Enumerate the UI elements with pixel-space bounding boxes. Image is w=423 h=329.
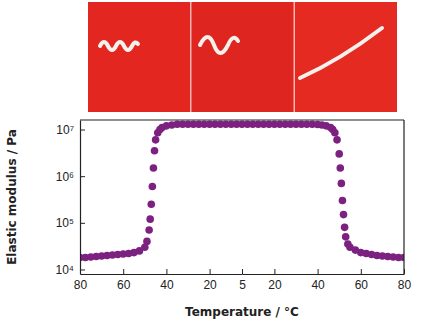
strand	[100, 42, 138, 50]
marker	[335, 150, 343, 158]
tick-label: 40	[160, 278, 174, 292]
markers	[80, 120, 242, 261]
tick: 60	[117, 269, 131, 292]
tick-mark	[80, 176, 85, 177]
strand	[200, 37, 238, 53]
marker	[336, 164, 344, 172]
marker	[152, 136, 160, 144]
marker	[342, 233, 350, 241]
photo	[88, 2, 397, 112]
tick-mark	[80, 130, 85, 131]
tick-mark	[318, 269, 319, 274]
tick-label: 80	[74, 278, 88, 292]
x-axis: 5 20 40 60 80	[239, 269, 411, 292]
tick: 20	[203, 269, 217, 292]
marker	[238, 120, 242, 128]
tick: 10⁵	[56, 216, 85, 230]
tick-mark	[361, 269, 362, 274]
frame	[403, 120, 404, 274]
tick-label: 80	[398, 278, 412, 292]
marker	[150, 164, 158, 172]
tick: 20	[268, 269, 282, 292]
photo-panel	[88, 2, 190, 112]
markers	[242, 120, 404, 261]
tick-mark	[210, 269, 211, 274]
tick: 80	[398, 269, 412, 292]
tick-label: 10⁴	[55, 263, 74, 277]
frame	[80, 119, 404, 120]
tick-mark	[123, 269, 124, 274]
chart: 80 60 40 20 10⁴ 10⁵ 10⁶ 10⁷ Temperature / °C Elas…	[0, 0, 423, 329]
y-title: Elastic modulus / Pa	[5, 129, 19, 265]
marker	[145, 226, 153, 234]
tick: 40	[311, 269, 325, 292]
tick-label: 10⁵	[56, 216, 74, 230]
marker	[341, 224, 349, 232]
marker	[340, 211, 348, 219]
marker	[149, 183, 157, 191]
tick-label: 10⁷	[56, 123, 74, 137]
x-title: Temperature / °C	[185, 305, 299, 319]
tick-label: 20	[268, 278, 282, 292]
marker	[151, 147, 159, 155]
tick: 40	[160, 269, 174, 292]
tick-mark	[274, 269, 275, 274]
tick-mark	[166, 269, 167, 274]
tick-label: 5	[239, 278, 246, 292]
marker	[146, 215, 154, 223]
marker	[143, 238, 151, 246]
tick: 60	[355, 269, 369, 292]
tick-label: 20	[203, 278, 217, 292]
tick-mark	[242, 269, 243, 274]
tick-label: 10⁶	[56, 170, 74, 184]
marker	[339, 197, 347, 205]
axis-line	[80, 121, 81, 275]
marker	[331, 129, 339, 137]
tick: 5	[239, 269, 246, 292]
tick-mark	[80, 269, 85, 270]
tick: 10⁴	[55, 263, 85, 277]
tick-label: 40	[311, 278, 325, 292]
marker	[147, 200, 155, 208]
tick-label: 60	[355, 278, 369, 292]
x-axis: 80 60 40 20	[74, 269, 243, 292]
photo-panel	[191, 2, 293, 112]
tick: 10⁶	[56, 170, 85, 184]
axis-line	[243, 274, 405, 275]
y-axis: 10⁴ 10⁵ 10⁶ 10⁷	[55, 121, 85, 277]
tick-mark	[80, 223, 85, 224]
tick: 10⁷	[56, 123, 85, 137]
axis-line	[81, 274, 243, 275]
photo-panel	[295, 2, 397, 112]
tick-label: 60	[117, 278, 131, 292]
marker	[333, 136, 341, 144]
marker	[338, 180, 346, 188]
strand	[300, 28, 382, 78]
